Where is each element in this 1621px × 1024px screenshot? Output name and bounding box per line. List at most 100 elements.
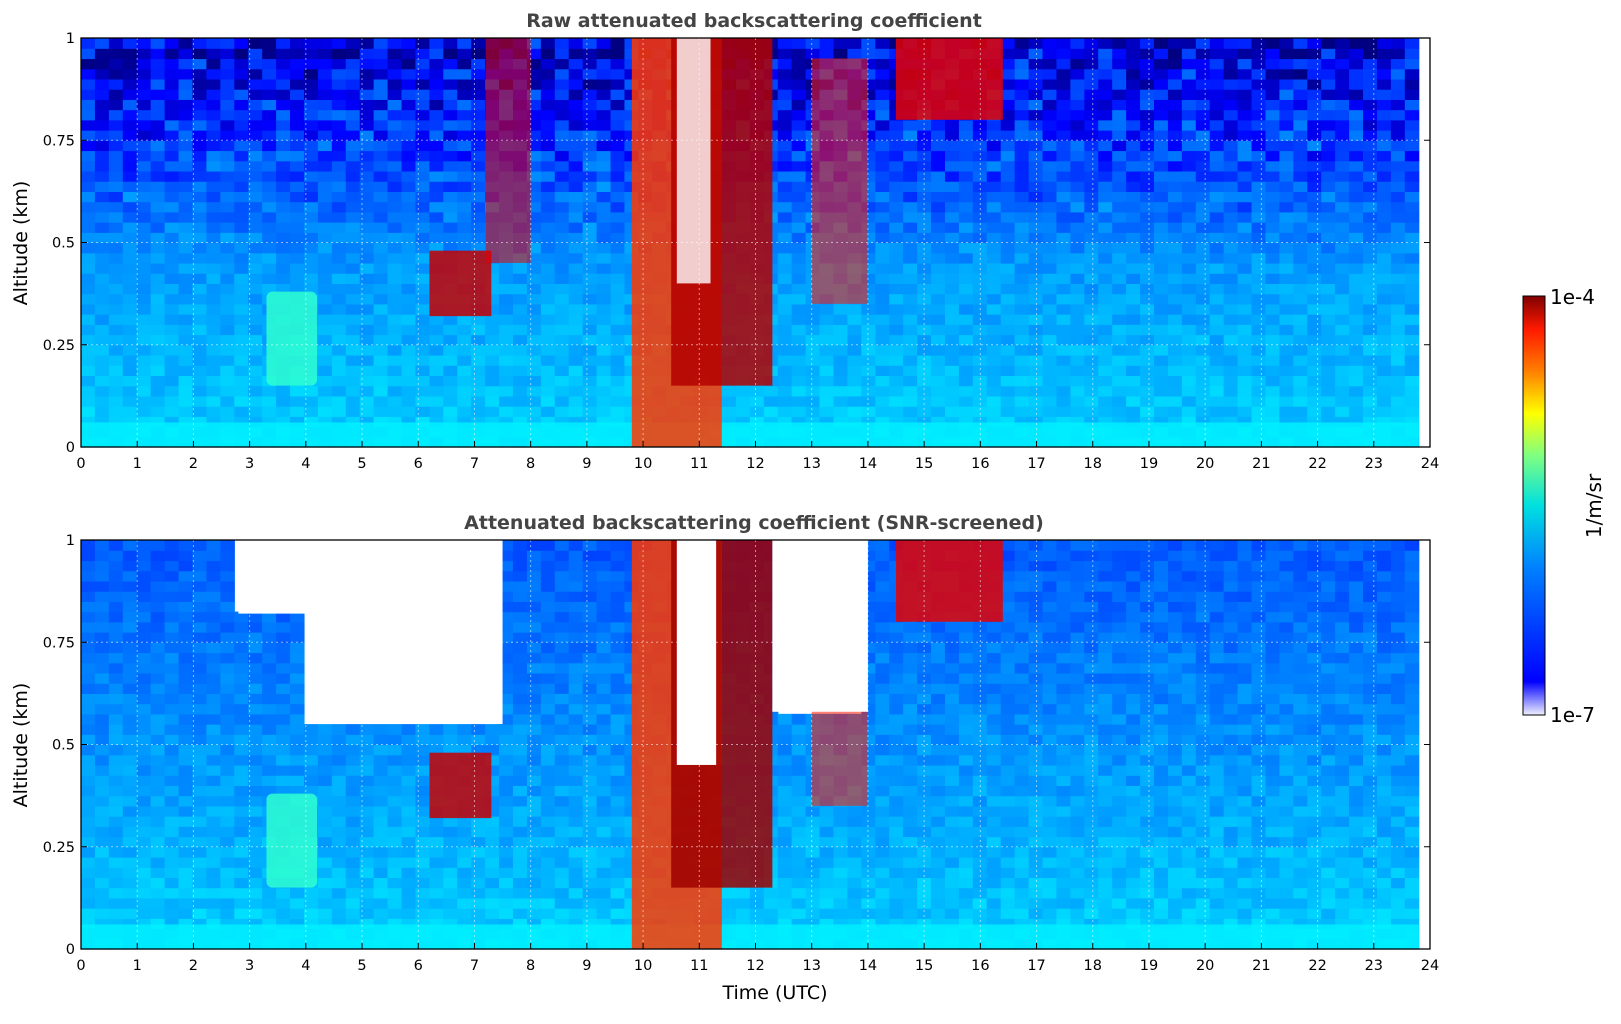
heatmap-cell [1112, 191, 1127, 202]
heatmap-cell [583, 253, 598, 264]
heatmap-cell [1224, 202, 1239, 213]
heatmap-cell [583, 202, 598, 213]
heatmap-cell [1112, 130, 1127, 141]
heatmap-cell [1070, 283, 1085, 294]
heatmap-cell [137, 581, 152, 592]
heatmap-cell [1112, 150, 1127, 161]
heatmap-cell [1265, 314, 1280, 325]
heatmap-cell [1252, 355, 1267, 366]
heatmap-cell [137, 294, 152, 305]
heatmap-cell [262, 273, 277, 284]
heatmap-cell [346, 110, 361, 121]
heatmap-cell [931, 150, 946, 161]
heatmap-cell [499, 386, 514, 397]
heatmap-cell [1154, 222, 1169, 233]
heatmap-cell [234, 263, 249, 274]
heatmap-cell [137, 612, 152, 623]
heatmap-cell [179, 775, 194, 786]
heatmap-cell [1377, 48, 1392, 59]
heatmap-cell [820, 38, 835, 49]
heatmap-cell [541, 253, 556, 264]
heatmap-cell [513, 888, 528, 899]
heatmap-cell [318, 253, 333, 264]
heatmap-cell [206, 191, 221, 202]
heatmap-cell [332, 877, 347, 888]
heatmap-cell [415, 785, 430, 796]
heatmap-cell [346, 38, 361, 49]
heatmap-cell [1238, 314, 1253, 325]
heatmap-cell [1043, 161, 1058, 172]
heatmap-cell [95, 181, 110, 192]
heatmap-cell [1279, 191, 1294, 202]
heatmap-cell [374, 38, 389, 49]
heatmap-cell [1168, 263, 1183, 274]
heatmap-cell [806, 406, 821, 417]
heatmap-cell [1265, 150, 1280, 161]
heatmap-cell [1224, 110, 1239, 121]
heatmap-cell [262, 704, 277, 715]
heatmap-cell [332, 304, 347, 315]
heatmap-cell [583, 69, 598, 80]
heatmap-cell [443, 202, 458, 213]
heatmap-cell [1265, 110, 1280, 121]
heatmap-cell [192, 263, 207, 274]
heatmap-cell [1126, 161, 1141, 172]
heatmap-cell [527, 386, 542, 397]
heatmap-cell [945, 314, 960, 325]
heatmap-cell [499, 734, 514, 745]
heatmap-cell [1043, 171, 1058, 182]
heatmap-cell [318, 48, 333, 59]
heatmap-cell [192, 304, 207, 315]
heatmap-cell [1293, 130, 1308, 141]
heatmap-cell [374, 202, 389, 213]
heatmap-cell [1056, 283, 1071, 294]
heatmap-cell [1029, 243, 1044, 254]
heatmap-cell [248, 396, 263, 407]
heatmap-cell [1182, 324, 1197, 335]
heatmap-cell [806, 304, 821, 315]
heatmap-cell [1391, 79, 1406, 90]
heatmap-cell [1015, 345, 1030, 356]
heatmap-cell [1154, 58, 1169, 69]
heatmap-cell [1056, 79, 1071, 90]
heatmap-cell [402, 79, 417, 90]
heatmap-cell [179, 888, 194, 899]
heatmap-cell [95, 745, 110, 756]
heatmap-cell [151, 550, 166, 561]
feature-cloud-streaks [812, 58, 868, 303]
heatmap-cell [123, 908, 138, 919]
heatmap-cell [276, 622, 291, 633]
heatmap-cell [248, 294, 263, 305]
heatmap-cell [192, 406, 207, 417]
heatmap-cell [1252, 150, 1267, 161]
heatmap-cell [346, 79, 361, 90]
heatmap-cell [137, 847, 152, 858]
heatmap-cell [583, 58, 598, 69]
heatmap-cell [1265, 386, 1280, 397]
heatmap-cell [429, 140, 444, 151]
heatmap-cell [388, 294, 403, 305]
heatmap-cell [1043, 243, 1058, 254]
heatmap-cell [1029, 345, 1044, 356]
heatmap-cell [555, 120, 570, 131]
heatmap-cell [555, 406, 570, 417]
heatmap-cell [1391, 335, 1406, 346]
heatmap-cell [987, 140, 1002, 151]
heatmap-cell [248, 867, 263, 878]
heatmap-cell [1321, 304, 1336, 315]
heatmap-cell [778, 324, 793, 335]
heatmap-cell [1210, 232, 1225, 243]
heatmap-cell [1210, 120, 1225, 131]
heatmap-cell [569, 365, 584, 376]
heatmap-cell [332, 837, 347, 848]
heatmap-cell [611, 120, 626, 131]
heatmap-cell [123, 785, 138, 796]
heatmap-cell [820, 304, 835, 315]
heatmap-cell [1349, 69, 1364, 80]
heatmap-cell [583, 406, 598, 417]
heatmap-cell [179, 202, 194, 213]
heatmap-cell [429, 888, 444, 899]
heatmap-cell [1001, 191, 1016, 202]
heatmap-cell [1140, 345, 1155, 356]
heatmap-cell [332, 161, 347, 172]
